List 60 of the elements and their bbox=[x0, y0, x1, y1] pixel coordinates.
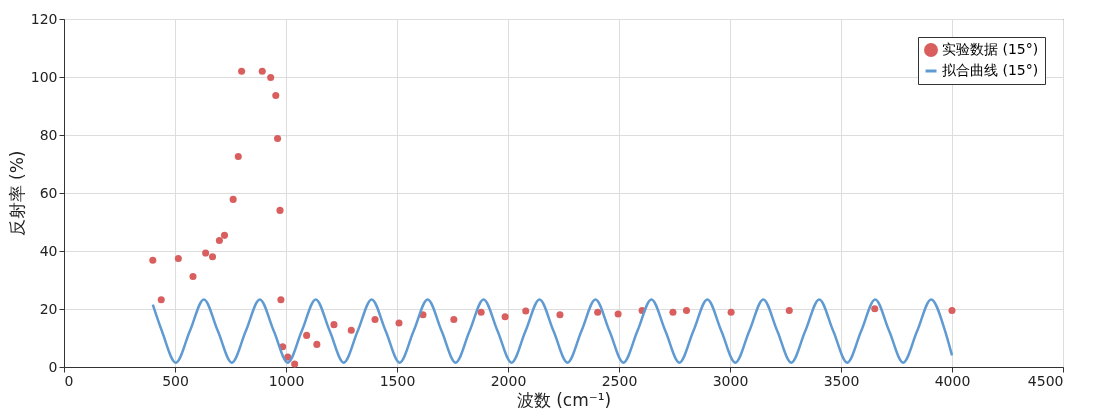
point bbox=[303, 331, 311, 339]
point bbox=[785, 306, 793, 314]
y-axis-title: 反射率 (%) bbox=[6, 150, 27, 237]
point bbox=[149, 256, 157, 264]
point bbox=[501, 313, 509, 321]
point bbox=[291, 360, 299, 368]
x-axis-title: 波数 (cm⁻¹) bbox=[516, 389, 612, 410]
y-tick-label: 120 bbox=[30, 10, 58, 27]
point bbox=[871, 305, 879, 313]
point bbox=[556, 311, 564, 319]
point bbox=[189, 272, 197, 281]
point bbox=[371, 315, 379, 323]
point bbox=[727, 308, 735, 316]
y-tick-label: 100 bbox=[30, 68, 58, 85]
x-tick-label: 4500 bbox=[1027, 372, 1064, 389]
y-tick-label: 20 bbox=[39, 300, 58, 317]
x-tick-label: 500 bbox=[162, 372, 189, 389]
point bbox=[258, 67, 266, 75]
x-tick-label: 1000 bbox=[268, 372, 305, 389]
line-series bbox=[151, 298, 954, 364]
point bbox=[274, 134, 282, 143]
x-tick-label: 2000 bbox=[490, 372, 527, 389]
x-tick-label: 4000 bbox=[934, 372, 971, 389]
point bbox=[948, 306, 956, 314]
point bbox=[450, 315, 458, 323]
y-tick-label: 0 bbox=[48, 358, 58, 375]
point bbox=[277, 296, 285, 304]
point bbox=[157, 296, 165, 304]
point bbox=[330, 321, 338, 329]
legend-label: 实验数据 (15°) bbox=[942, 41, 1039, 57]
point bbox=[234, 152, 242, 160]
point bbox=[313, 340, 321, 348]
point bbox=[477, 308, 485, 316]
x-tick-label: 1500 bbox=[379, 372, 416, 389]
point bbox=[229, 195, 237, 203]
point bbox=[208, 253, 217, 261]
point bbox=[669, 308, 677, 316]
point bbox=[220, 231, 229, 239]
point bbox=[594, 308, 602, 316]
point bbox=[284, 353, 292, 361]
point bbox=[614, 310, 622, 318]
y-tick-label: 80 bbox=[39, 126, 58, 143]
x-tick-label: 2500 bbox=[601, 372, 638, 389]
point bbox=[174, 255, 182, 263]
legend-label: 拟合曲线 (15°) bbox=[942, 62, 1039, 78]
y-tick-label: 40 bbox=[39, 242, 58, 259]
point bbox=[238, 67, 246, 75]
x-tick-label: 0 bbox=[64, 372, 74, 389]
y-tick-label: 60 bbox=[39, 184, 58, 201]
x-tick-label: 3000 bbox=[712, 372, 749, 389]
point bbox=[272, 92, 280, 100]
x-tick-label: 3500 bbox=[823, 372, 860, 389]
point bbox=[395, 319, 403, 327]
point bbox=[682, 306, 691, 314]
point bbox=[347, 326, 355, 334]
point bbox=[267, 74, 275, 82]
point bbox=[522, 307, 530, 315]
point bbox=[215, 237, 223, 245]
point bbox=[276, 206, 284, 214]
point bbox=[202, 249, 210, 257]
